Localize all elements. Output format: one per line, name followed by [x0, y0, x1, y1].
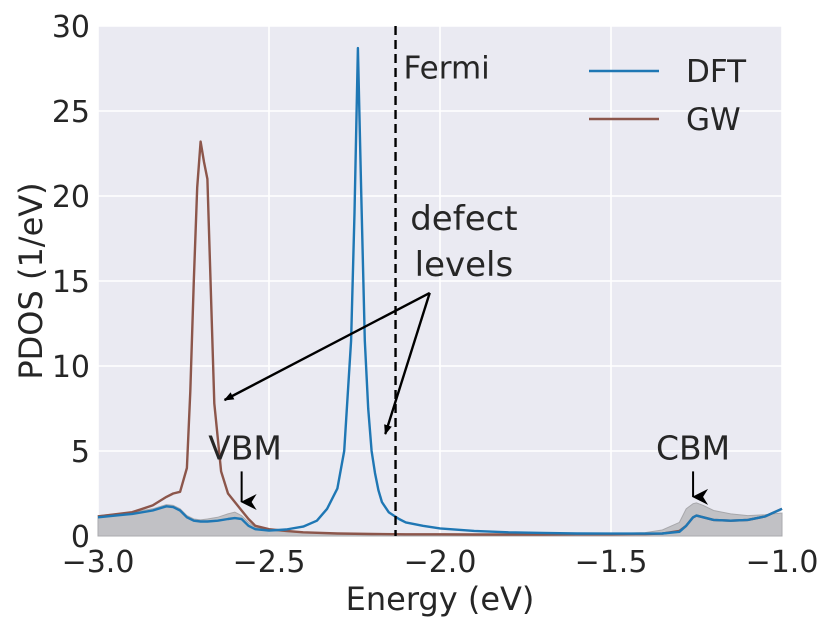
- y-axis-label: PDOS (1/eV): [12, 182, 50, 379]
- defect-levels-label-line1: defect: [410, 199, 517, 239]
- defect-arrow-dft: [384, 292, 431, 435]
- y-tick-label: 15: [52, 265, 90, 300]
- y-tick-label: 10: [52, 350, 90, 385]
- x-tick-label: −2.5: [233, 545, 306, 580]
- x-tick-label: −3.0: [62, 545, 135, 580]
- x-tick-label: −2.0: [404, 545, 477, 580]
- legend-gw-label: GW: [686, 102, 741, 138]
- fermi-label: Fermi: [404, 51, 490, 87]
- vbm-label: VBM: [208, 429, 282, 468]
- y-tick-label: 0: [71, 520, 90, 555]
- defect-arrow-gw: [223, 291, 431, 402]
- y-tick-label: 5: [71, 435, 90, 470]
- y-tick-label: 25: [52, 95, 90, 130]
- legend-dft-label: DFT: [686, 54, 747, 90]
- cbm-label: CBM: [656, 429, 730, 468]
- y-tick-label: 30: [52, 10, 90, 45]
- x-tick-label: −1.5: [575, 545, 648, 580]
- y-axis-ticks: 0 5 10 15 20 25 30: [52, 10, 90, 555]
- y-tick-label: 20: [52, 180, 90, 215]
- legend: DFT GW: [589, 54, 747, 138]
- dft-series-line: [97, 46, 783, 535]
- defect-levels-label-line2: levels: [415, 245, 514, 285]
- x-tick-label: −1.0: [746, 545, 819, 580]
- x-axis-ticks: −3.0 −2.5 −2.0 −1.5 −1.0: [62, 545, 819, 580]
- x-axis-label: Energy (eV): [346, 580, 535, 618]
